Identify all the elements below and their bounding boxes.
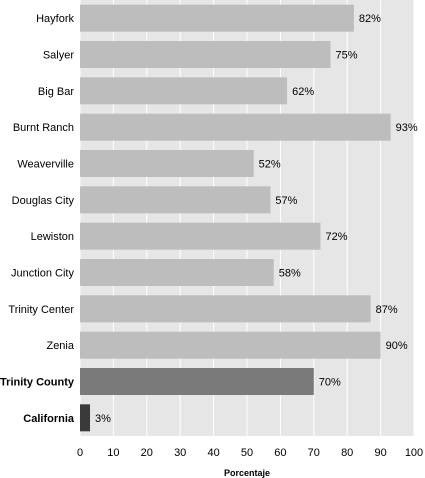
value-label: 52% (259, 159, 281, 171)
x-tick-label: 30 (174, 447, 186, 459)
category-label: Weaverville (17, 159, 74, 171)
x-tick-label: 90 (374, 447, 386, 459)
category-label: Salyer (43, 50, 75, 62)
gridlines (79, 0, 415, 436)
value-labels: 82% 75% 62% 93% 52% 57% 72% 58% 87% 90% 70% 3% (95, 13, 418, 425)
x-tick-label: 80 (341, 447, 353, 459)
bar (80, 404, 91, 432)
x-tick-label: 10 (107, 447, 119, 459)
value-label: 90% (386, 340, 408, 352)
x-tick-label: 50 (241, 447, 253, 459)
value-label: 3% (95, 413, 111, 425)
category-label: Zenia (46, 340, 74, 352)
bar (80, 41, 331, 68)
bar (80, 368, 314, 395)
bar (80, 186, 271, 214)
category-label: California (23, 413, 75, 425)
bar (80, 150, 254, 177)
bar (80, 77, 288, 105)
x-tick-label: 100 (405, 447, 423, 459)
value-label: 70% (319, 377, 341, 389)
bar (80, 222, 321, 250)
category-label: Junction City (11, 268, 74, 280)
category-label: Big Bar (38, 86, 74, 98)
x-tick-label: 0 (77, 447, 83, 459)
value-label: 82% (359, 13, 381, 25)
value-label: 62% (292, 86, 314, 98)
bar (80, 295, 371, 323)
bar (80, 4, 354, 32)
category-label: Burnt Ranch (13, 122, 74, 134)
value-label: 57% (275, 195, 297, 207)
bar (80, 259, 274, 286)
value-label: 75% (336, 50, 358, 62)
category-label: Lewiston (31, 231, 74, 243)
x-tick-label: 60 (274, 447, 286, 459)
x-tick-label: 40 (207, 447, 219, 459)
x-tick-label: 70 (308, 447, 320, 459)
category-label: Trinity Center (8, 304, 74, 316)
bar (80, 113, 391, 141)
bar (80, 331, 381, 359)
x-axis-title: Porcentaje (224, 468, 270, 478)
value-label: 93% (396, 122, 418, 134)
x-axis-ticks: 0 10 20 30 40 50 60 70 80 90 100 (77, 447, 423, 459)
bars (80, 4, 391, 432)
value-label: 87% (376, 304, 398, 316)
value-label: 58% (279, 268, 301, 280)
x-tick-label: 20 (141, 447, 153, 459)
category-label: Hayfork (36, 13, 74, 25)
category-label: Douglas City (12, 195, 75, 207)
category-labels: Hayfork Salyer Big Bar Burnt Ranch Weavervil… (0, 13, 75, 425)
category-label: Trinity County (0, 377, 75, 389)
value-label: 72% (325, 231, 347, 243)
